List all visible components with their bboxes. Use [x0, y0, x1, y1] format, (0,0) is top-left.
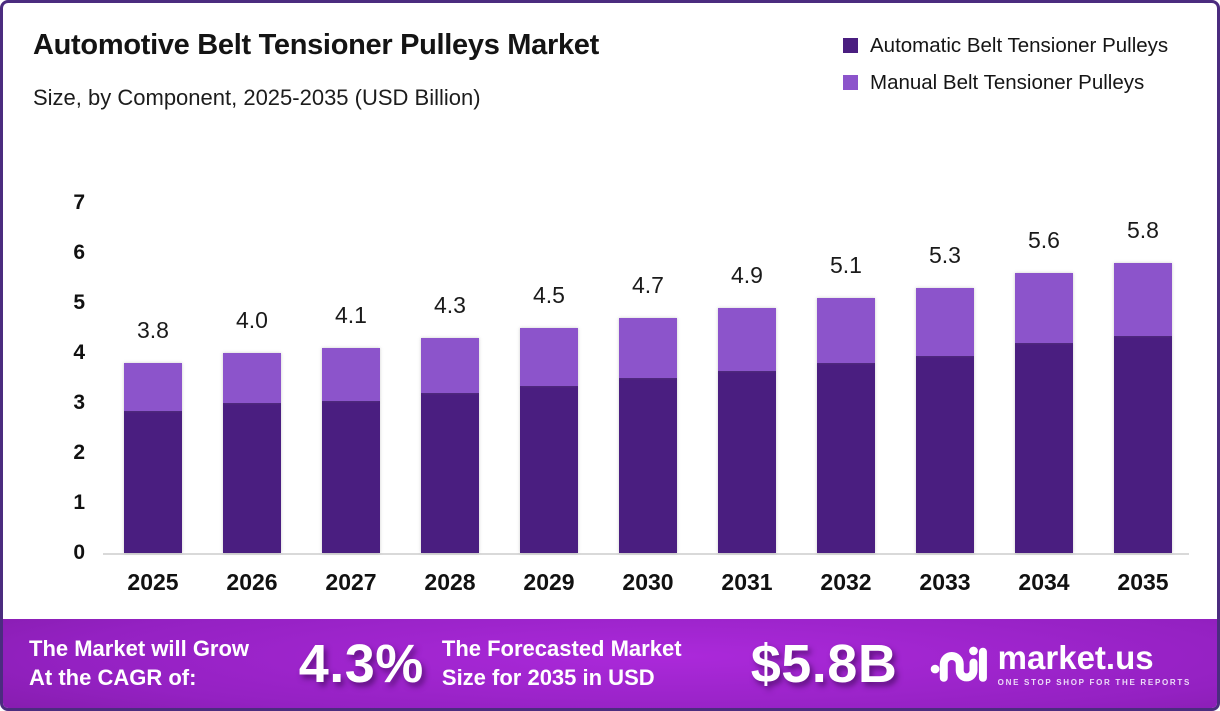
stacked-bar-chart: 0 1 2 3 4 5 6 7 3.8 2025 4.0 2026 4.1 2027 4.3 2028 4.5 2… [3, 3, 1217, 708]
y-axis-tick-label: 7 [73, 191, 85, 214]
legend-item-manual: Manual Belt Tensioner Pulleys [843, 64, 1170, 101]
y-axis-tick-label: 2 [73, 441, 85, 464]
banner-forecast-value: $5.8B [750, 633, 898, 694]
y-axis-tick-label: 1 [73, 491, 85, 514]
bar-segment-automatic [520, 385, 578, 553]
legend-swatch-automatic-icon [843, 38, 858, 53]
bar-segment-automatic [421, 393, 479, 553]
bar-segment-manual [718, 308, 776, 371]
marketus-logo-name: market.us [997, 638, 1154, 676]
bar-segment-manual [124, 363, 182, 411]
bar-segment-manual [1015, 273, 1073, 343]
x-axis-tick-label: 2028 [424, 569, 476, 595]
x-axis-tick-label: 2034 [1018, 569, 1070, 595]
legend-swatch-manual-icon [843, 75, 858, 90]
x-axis-tick-label: 2032 [820, 569, 872, 595]
x-axis-tick-label: 2029 [523, 569, 575, 595]
bar-segment-manual [817, 298, 875, 363]
bar-segment-automatic [817, 363, 875, 553]
bar-segment-automatic [124, 410, 182, 553]
bar-total-label: 5.8 [1127, 217, 1159, 243]
banner-cagr-value: 4.3% [298, 633, 424, 694]
banner-cagr-caption-line1: The Market will Grow [29, 635, 250, 661]
x-axis-tick-label: 2033 [919, 569, 971, 595]
x-axis-tick-label: 2025 [127, 569, 179, 595]
legend-label: Manual Belt Tensioner Pulleys [870, 71, 1145, 94]
y-axis-tick-label: 0 [73, 541, 85, 564]
cagr-banner: The Market will Grow At the CAGR of: 4.3… [3, 619, 1217, 708]
x-axis-tick-label: 2031 [721, 569, 773, 595]
bar-segment-automatic [619, 378, 677, 553]
bar-segment-manual [1114, 263, 1172, 336]
page-subtitle: Size, by Component, 2025-2035 (USD Billi… [33, 85, 481, 110]
bar-segment-automatic [322, 400, 380, 553]
bar-segment-automatic [916, 355, 974, 553]
banner-cagr-caption: The Market will Grow At the CAGR of: [29, 635, 281, 692]
bar-total-label: 4.3 [434, 292, 466, 318]
bar-total-label: 4.9 [731, 262, 763, 288]
x-axis-tick-label: 2027 [325, 569, 377, 595]
bar-total-label: 3.8 [137, 317, 169, 343]
y-axis-tick-label: 6 [73, 241, 85, 264]
bar-segment-manual [619, 318, 677, 378]
bar-total-label: 4.7 [632, 272, 664, 298]
legend-item-automatic: Automatic Belt Tensioner Pulleys [843, 27, 1170, 64]
y-axis-tick-label: 4 [73, 341, 85, 364]
banner-forecast-caption: The Forecasted Market Size for 2035 in U… [442, 635, 719, 692]
legend: Automatic Belt Tensioner Pulleys Manual … [843, 27, 1170, 101]
bar-total-label: 5.3 [929, 242, 961, 268]
bar-total-label: 4.1 [335, 302, 367, 328]
bar-segment-automatic [718, 370, 776, 553]
banner-cagr-caption-line2: At the CAGR of: [29, 664, 197, 690]
page-title: Automotive Belt Tensioner Pulleys Market [33, 29, 599, 61]
marketus-logo: market.us ONE STOP SHOP FOR THE REPORTS [930, 641, 1191, 687]
x-axis-tick-label: 2030 [622, 569, 674, 595]
bar-segment-manual [916, 288, 974, 356]
bar-total-label: 5.6 [1028, 227, 1060, 253]
bar-total-label: 5.1 [830, 252, 862, 278]
banner-forecast-caption-line1: The Forecasted Market [441, 635, 682, 661]
y-axis-tick-label: 5 [73, 291, 85, 314]
bar-segment-automatic [223, 403, 281, 553]
bar-segment-manual [421, 338, 479, 393]
bar-segment-automatic [1114, 335, 1172, 553]
bar-total-label: 4.0 [236, 307, 268, 333]
banner-forecast-caption-line2: Size for 2035 in USD [441, 664, 655, 690]
bar-segment-manual [520, 328, 578, 386]
x-axis-line [103, 553, 1189, 555]
bar-total-label: 4.5 [533, 282, 565, 308]
bar-segment-automatic [1015, 343, 1073, 553]
bar-segment-manual [322, 348, 380, 401]
x-axis-tick-label: 2026 [226, 569, 278, 595]
x-axis-tick-label: 2035 [1117, 569, 1169, 595]
bar-segment-manual [223, 353, 281, 403]
marketus-logo-icon [930, 646, 987, 682]
y-axis-tick-label: 3 [73, 391, 85, 414]
marketus-logo-text: market.us ONE STOP SHOP FOR THE REPORTS [998, 641, 1191, 687]
marketus-logo-tagline: ONE STOP SHOP FOR THE REPORTS [997, 677, 1191, 687]
legend-label: Automatic Belt Tensioner Pulleys [870, 34, 1169, 57]
